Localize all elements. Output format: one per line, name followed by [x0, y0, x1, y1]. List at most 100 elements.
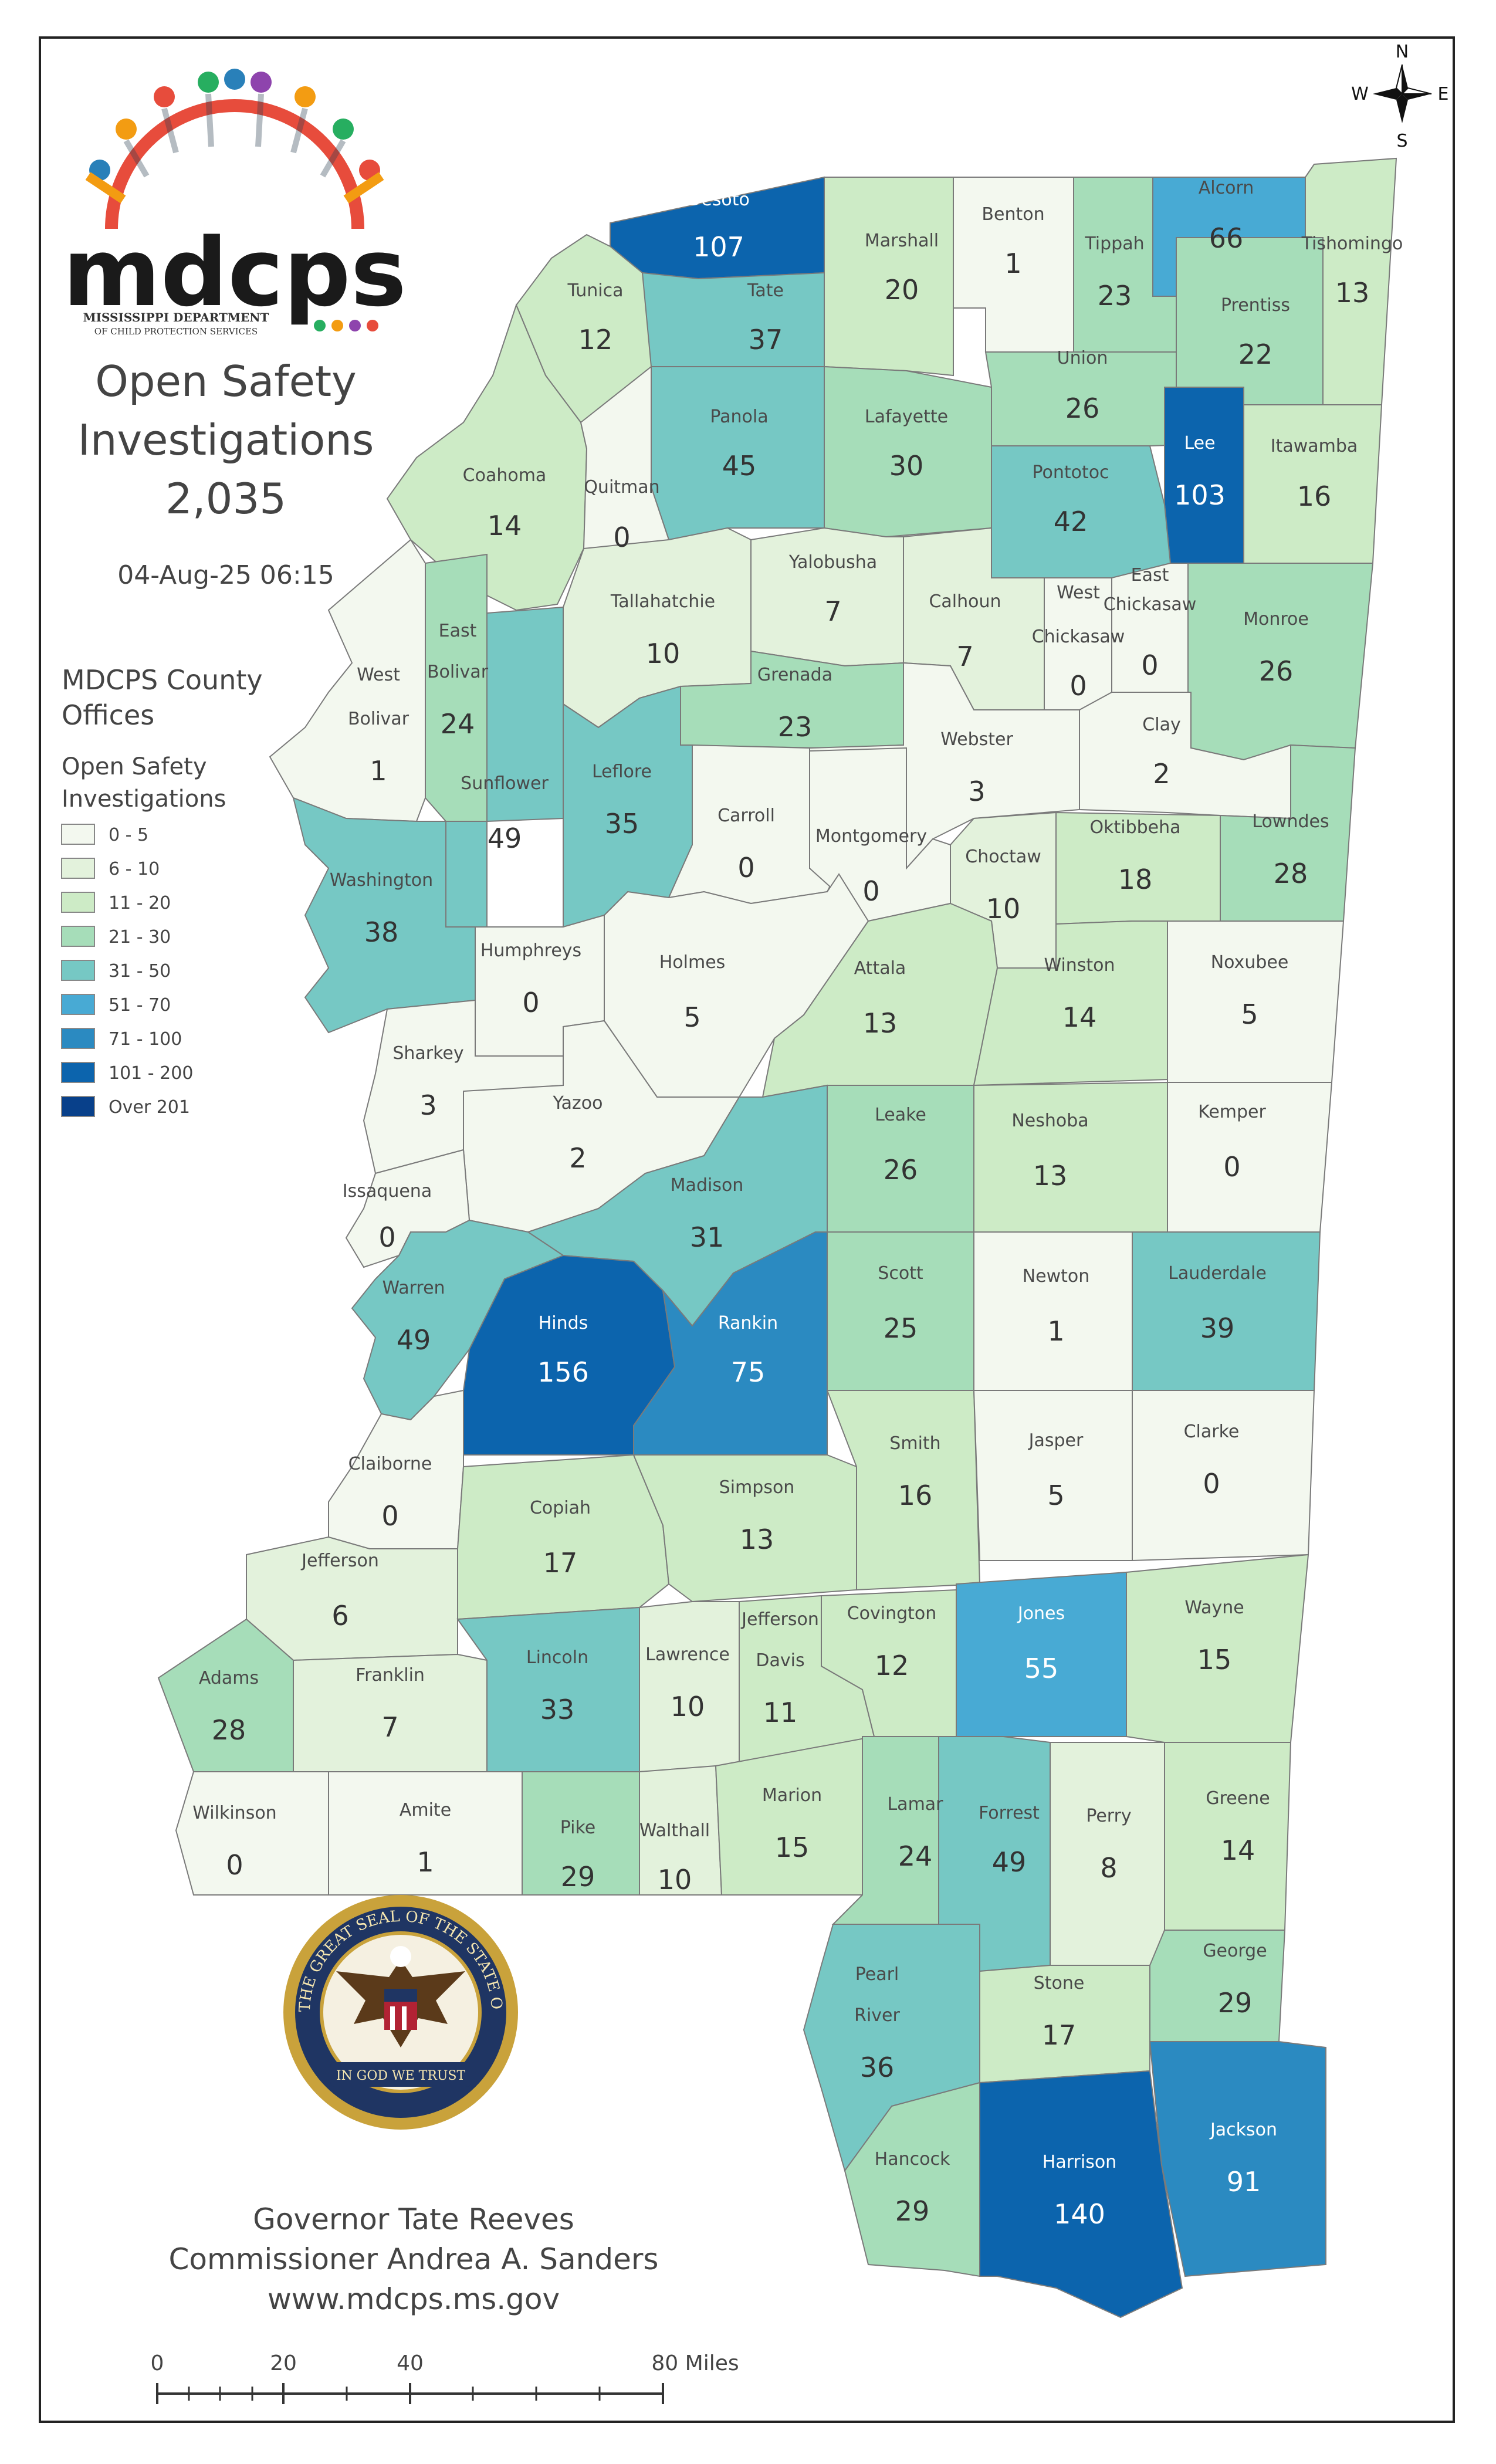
- county-label-alcorn: Alcorn: [1199, 178, 1254, 198]
- county-label-wilkinson: Wilkinson: [192, 1803, 276, 1823]
- compass-n: N: [1396, 42, 1409, 62]
- logo-figures: [85, 69, 384, 229]
- county-label-jasper: Jasper: [1028, 1430, 1084, 1451]
- county-value-tishomingo: 13: [1335, 277, 1370, 309]
- legend-heading1: MDCPS County: [62, 664, 263, 696]
- county-value-coahoma: 14: [488, 510, 522, 541]
- county-value-hancock: 29: [895, 2195, 930, 2227]
- county-label-jefferson: Jefferson: [300, 1551, 379, 1571]
- eagle-icon: [336, 1946, 465, 2047]
- county-label-kemper: Kemper: [1198, 1102, 1266, 1122]
- county-value-lowndes: 28: [1274, 858, 1308, 889]
- legend-label-21-30: 21 - 30: [109, 927, 171, 947]
- logo-line1: MISSISSIPPI DEPARTMENT: [83, 310, 269, 324]
- county-label-west-chickasaw: West: [1057, 583, 1100, 603]
- county-value-east-bolivar: 24: [441, 708, 475, 740]
- county-label-calhoun: Calhoun: [929, 591, 1001, 612]
- legend: MDCPS County Offices Open Safety Investi…: [61, 664, 263, 1118]
- county-value-pontotoc: 42: [1054, 506, 1088, 537]
- state-seal: THE GREAT SEAL OF THE STATE OF MISSISSIP…: [283, 1895, 518, 2130]
- county-label-quitman: Quitman: [584, 477, 659, 497]
- county-label-east-bolivar-line2: Bolivar: [427, 662, 489, 682]
- title-line2: Investigations: [78, 415, 374, 465]
- county-value-jones: 55: [1024, 1653, 1059, 1684]
- county-label-holmes: Holmes: [659, 952, 726, 973]
- compass-e: E: [1438, 84, 1449, 104]
- county-label-franklin: Franklin: [356, 1665, 425, 1685]
- county-harrison: [979, 2070, 1183, 2319]
- county-label-madison: Madison: [671, 1175, 744, 1196]
- legend-heading2b: Investigations: [62, 786, 226, 813]
- legend-swatch-over-201: [61, 1096, 95, 1117]
- county-value-choctaw: 10: [986, 893, 1021, 925]
- county-scott: [827, 1231, 974, 1391]
- county-value-webster: 3: [968, 776, 985, 807]
- county-label-yalobusha: Yalobusha: [788, 552, 877, 573]
- timestamp: 04-Aug-25 06:15: [117, 560, 334, 590]
- county-label-greene: Greene: [1206, 1788, 1270, 1809]
- county-value-jackson: 91: [1227, 2166, 1261, 2198]
- county-value-smith: 16: [898, 1480, 933, 1511]
- legend-label-51-70: 51 - 70: [109, 995, 171, 1016]
- county-value-stone: 17: [1042, 2019, 1077, 2051]
- legend-swatch-51-70: [61, 994, 95, 1015]
- county-label-choctaw: Choctaw: [965, 847, 1041, 867]
- county-value-walthall: 10: [658, 1864, 692, 1896]
- county-value-lamar: 24: [898, 1840, 933, 1872]
- county-label-leflore: Leflore: [592, 761, 652, 782]
- compass-s: S: [1396, 131, 1407, 151]
- county-value-adams: 28: [212, 1714, 246, 1746]
- legend-items: 0 - 5 6 - 10 11 - 20 21 - 30 31 - 50 51 - 70 7…: [61, 824, 193, 1118]
- county-warren: [351, 1219, 565, 1421]
- scale-tick-40: 40: [397, 2351, 424, 2375]
- county-value-winston: 14: [1062, 1001, 1097, 1033]
- county-value-claiborne: 0: [381, 1500, 398, 1532]
- legend-swatch-71-100: [61, 1028, 95, 1049]
- county-label-adams: Adams: [199, 1668, 259, 1688]
- county-value-yalobusha: 7: [824, 595, 841, 627]
- legend-swatch-21-30: [61, 926, 95, 947]
- county-label-warren: Warren: [382, 1278, 445, 1298]
- county-value-copiah: 17: [543, 1547, 578, 1579]
- county-label-rankin: Rankin: [718, 1313, 778, 1333]
- county-clarke: [1132, 1390, 1315, 1562]
- county-value-pearl-river: 36: [860, 2052, 895, 2083]
- county-value-holmes: 5: [683, 1001, 700, 1033]
- county-sunflower: [445, 606, 564, 928]
- county-label-panola: Panola: [710, 407, 768, 427]
- county-value-tallahatchie: 10: [646, 638, 681, 669]
- county-label-tallahatchie: Tallahatchie: [610, 591, 715, 612]
- legend-heading2: Open Safety: [62, 753, 207, 780]
- county-label-east-bolivar: East: [439, 621, 477, 641]
- county-neshoba: [973, 1081, 1168, 1233]
- county-label-tippah: Tippah: [1084, 233, 1144, 254]
- county-label-harrison: Harrison: [1043, 2152, 1116, 2172]
- county-value-forrest: 49: [992, 1846, 1027, 1878]
- county-value-harrison: 140: [1054, 2198, 1105, 2230]
- county-value-lawrence: 10: [671, 1691, 705, 1722]
- county-label-attala: Attala: [854, 958, 906, 979]
- legend-label-31-50: 31 - 50: [109, 961, 171, 981]
- county-label-clarke: Clarke: [1184, 1421, 1240, 1442]
- county-value-washington: 38: [364, 916, 399, 948]
- county-label-wayne: Wayne: [1184, 1597, 1244, 1618]
- county-value-covington: 12: [875, 1650, 909, 1681]
- county-value-neshoba: 13: [1033, 1160, 1068, 1192]
- county-value-kemper: 0: [1223, 1151, 1240, 1183]
- legend-label-0-5: 0 - 5: [109, 825, 148, 845]
- title-line1: Open Safety: [95, 357, 357, 406]
- county-label-benton: Benton: [981, 204, 1044, 225]
- scale-tick-80: 80 Miles: [651, 2351, 739, 2375]
- county-label-copiah: Copiah: [530, 1498, 591, 1518]
- county-label-grenada: Grenada: [757, 665, 832, 685]
- county-value-greene: 14: [1221, 1835, 1255, 1866]
- county-value-calhoun: 7: [956, 641, 973, 672]
- county-label-scott: Scott: [878, 1263, 923, 1284]
- county-value-issaquena: 0: [378, 1221, 395, 1253]
- county-label-east-chickasaw: East: [1131, 565, 1169, 585]
- county-label-desoto: Desoto: [688, 189, 750, 210]
- county-lawrence: [639, 1601, 740, 1773]
- county-value-panola: 45: [722, 450, 757, 482]
- county-label-claiborne: Claiborne: [348, 1454, 432, 1474]
